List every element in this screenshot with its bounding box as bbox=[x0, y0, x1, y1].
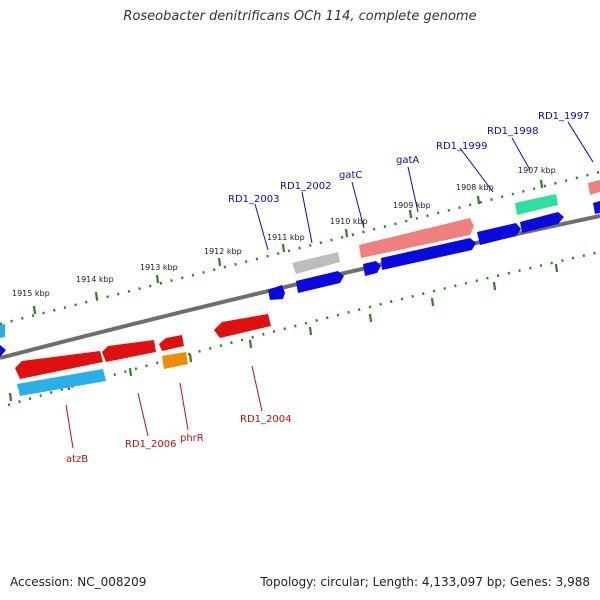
genome-summary-text: Topology: circular; Length: 4,133,097 bp… bbox=[260, 575, 590, 589]
tick-label: 1913 kbp bbox=[140, 263, 178, 272]
gene-label-forward[interactable]: RD1_1997 bbox=[538, 111, 589, 122]
outer-tick-4 bbox=[281, 243, 286, 253]
gene-rd1-2002-upper[interactable] bbox=[292, 252, 340, 274]
gene-atzb[interactable] bbox=[17, 369, 106, 396]
inner-tick-0 bbox=[8, 392, 13, 402]
gene-left-edge-blue[interactable] bbox=[0, 345, 6, 357]
outer-tick-0 bbox=[32, 305, 37, 315]
reverse-gene-labels: atzB RD1_2006 phrR RD1_2004 bbox=[66, 414, 291, 465]
tick-label: 1908 kbp bbox=[456, 183, 494, 192]
accession-text: Accession: NC_008209 bbox=[10, 575, 147, 589]
tick-label: 1907 kbp bbox=[518, 166, 556, 175]
tick-label: 1914 kbp bbox=[76, 275, 114, 284]
reverse-genes bbox=[15, 314, 271, 396]
gene-atzb-upper[interactable] bbox=[15, 351, 103, 379]
tick-label: 1912 kbp bbox=[204, 247, 242, 256]
map-title: Roseobacter denitrificans OCh 114, compl… bbox=[123, 9, 477, 24]
inner-tick-4 bbox=[248, 339, 253, 349]
tick-label: 1915 kbp bbox=[12, 289, 50, 298]
gene-label-forward[interactable]: RD1_2002 bbox=[280, 181, 331, 192]
gene-label-forward[interactable]: RD1_1999 bbox=[436, 141, 487, 152]
gene-rd1-2004[interactable] bbox=[214, 314, 271, 338]
gene-rd1-1998[interactable] bbox=[520, 212, 564, 233]
forward-genes bbox=[0, 180, 600, 357]
gene-phrr[interactable] bbox=[162, 352, 188, 369]
gene-label-forward[interactable]: RD1_2003 bbox=[228, 194, 279, 205]
gene-phrr-upper[interactable] bbox=[159, 335, 184, 351]
inner-tick-2 bbox=[128, 367, 133, 377]
gene-gata[interactable] bbox=[359, 218, 474, 258]
inner-tick-3 bbox=[188, 353, 193, 363]
gene-rd1-1999[interactable] bbox=[477, 223, 521, 245]
tick-label: 1911 kbp bbox=[267, 233, 305, 242]
outer-tick-5 bbox=[344, 228, 349, 238]
gene-rd1-2006[interactable] bbox=[102, 340, 156, 362]
gene-rd1-1997[interactable] bbox=[593, 201, 600, 214]
tick-label: 1910 kbp bbox=[330, 217, 368, 226]
gene-label-forward[interactable]: gatA bbox=[396, 155, 419, 166]
gene-rd1-1997-upper[interactable] bbox=[588, 180, 600, 195]
gene-label-reverse[interactable]: RD1_2004 bbox=[240, 414, 291, 425]
inner-tick-7 bbox=[430, 297, 435, 307]
gene-label-forward[interactable]: RD1_1998 bbox=[487, 126, 538, 137]
outer-tick-8 bbox=[539, 179, 544, 189]
gene-gatb[interactable] bbox=[381, 238, 476, 270]
inner-tick-5 bbox=[308, 326, 313, 336]
inner-tick-8 bbox=[492, 281, 497, 291]
outer-tick-3 bbox=[217, 257, 222, 267]
outer-tick-6 bbox=[408, 209, 413, 219]
outer-scale-line bbox=[0, 170, 600, 326]
tick-label: 1909 kbp bbox=[393, 201, 431, 210]
gene-left-edge-cyan[interactable] bbox=[0, 324, 5, 338]
gene-gatc[interactable] bbox=[363, 261, 381, 276]
gene-label-reverse[interactable]: atzB bbox=[66, 454, 88, 465]
outer-tick-1 bbox=[94, 291, 99, 301]
inner-tick-9 bbox=[554, 263, 559, 273]
inner-tick-6 bbox=[368, 313, 373, 323]
outer-major-ticks bbox=[32, 179, 544, 315]
gene-label-forward[interactable]: gatC bbox=[339, 170, 362, 181]
gene-rd1-2003[interactable] bbox=[268, 285, 285, 300]
gene-rd1-2002[interactable] bbox=[296, 271, 344, 293]
tick-labels: 1915 kbp 1914 kbp 1913 kbp 1912 kbp 1911 kbp… bbox=[12, 166, 556, 298]
gene-rd1-1998-upper[interactable] bbox=[515, 194, 558, 215]
leader-lines bbox=[65, 121, 594, 449]
gene-label-reverse[interactable]: RD1_2006 bbox=[125, 439, 176, 450]
gene-label-reverse[interactable]: phrR bbox=[180, 433, 204, 444]
outer-tick-7 bbox=[476, 195, 481, 205]
outer-tick-2 bbox=[155, 274, 160, 284]
